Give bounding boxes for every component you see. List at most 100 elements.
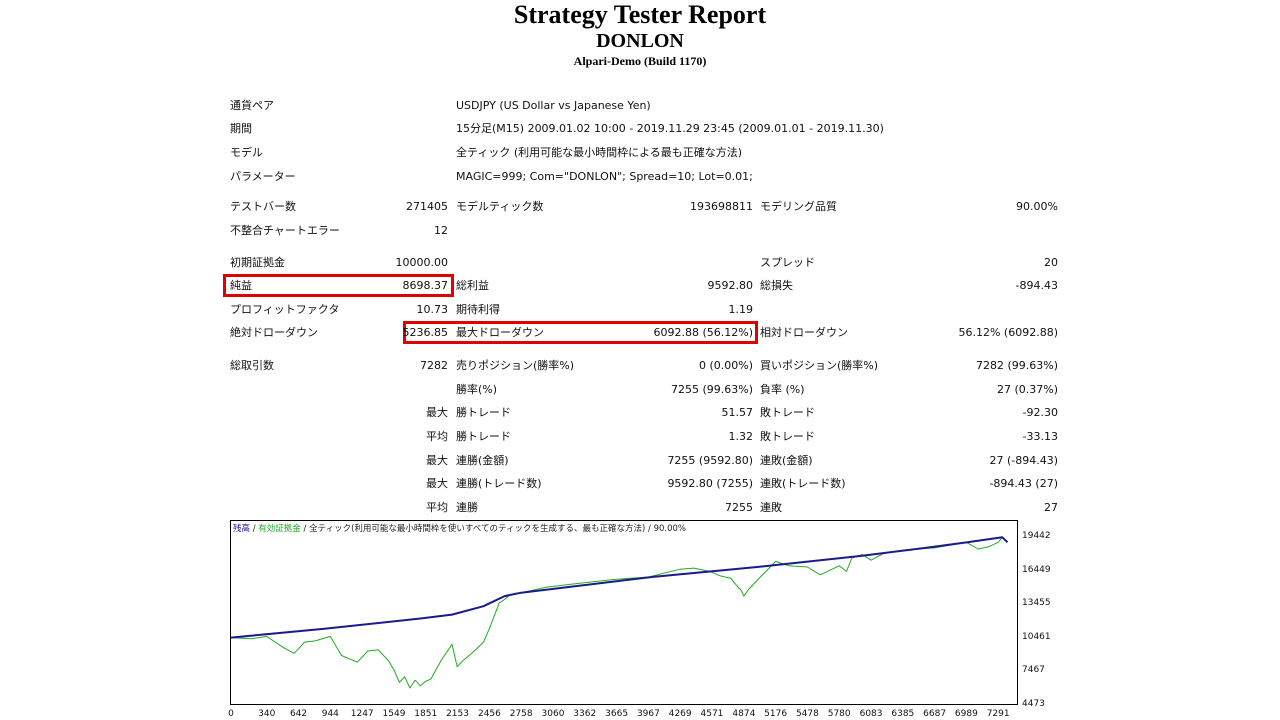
avg-consec-losses-value: 27 xyxy=(1044,501,1058,514)
avg-consec-wins-label: 連勝 xyxy=(456,501,478,514)
bars-value: 271405 xyxy=(406,200,448,213)
average-loss-label: 敗トレード xyxy=(760,430,815,443)
quality-value: 90.00% xyxy=(1016,200,1058,213)
x-tick-label: 5780 xyxy=(827,709,851,719)
legend-separator: / xyxy=(250,524,259,534)
max-drawdown-highlight xyxy=(403,321,758,344)
info-value-symbol: USDJPY (US Dollar vs Japanese Yen) xyxy=(456,99,651,112)
legend-model: 全ティック(利用可能な最小時間枠を使いすべてのティックを生成する、最も正確な方法… xyxy=(309,524,646,534)
max-consec-money-prefix: 最大 xyxy=(426,454,448,467)
average-loss-value: -33.13 xyxy=(1022,430,1058,443)
relative-drawdown-label: 相対ドローダウン xyxy=(760,326,848,339)
largest-loss-value: -92.30 xyxy=(1022,406,1058,419)
max-drawdown-label: 最大ドローダウン xyxy=(456,326,544,339)
x-tick-label: 1549 xyxy=(382,709,406,719)
deposit-label: 初期証拠金 xyxy=(230,256,285,269)
total-trades-label: 総取引数 xyxy=(230,359,274,372)
largest-loss-label: 敗トレード xyxy=(760,406,815,419)
avg-consec-wins-value: 7255 xyxy=(725,501,753,514)
x-tick-label: 1247 xyxy=(350,709,374,719)
y-tick-label: 19442 xyxy=(1022,531,1051,542)
win-rate-label: 勝率(%) xyxy=(456,383,498,396)
y-tick-label: 16449 xyxy=(1022,564,1051,575)
x-tick-label: 2153 xyxy=(446,709,469,719)
gross-loss-label: 総損失 xyxy=(760,279,793,292)
y-tick-label: 10461 xyxy=(1022,631,1051,642)
absolute-drawdown-value: 5236.85 xyxy=(402,326,449,339)
balance-chart: 残高 / 有効証拠金 / 全ティック(利用可能な最小時間枠を使いすべてのティック… xyxy=(230,520,1018,705)
x-tick-label: 642 xyxy=(289,709,308,719)
avg-consec-prefix: 平均 xyxy=(426,501,448,514)
x-tick-label: 7291 xyxy=(986,709,1010,719)
net-profit-value: 8698.37 xyxy=(402,279,449,292)
total-trades-value: 7282 xyxy=(420,359,448,372)
spread-value: 20 xyxy=(1044,256,1058,269)
info-value-model: 全ティック (利用可能な最小時間枠による最も正確な方法) xyxy=(456,146,743,159)
quality-label: モデリング品質 xyxy=(760,200,837,213)
max-consec-profit-label: 連勝(トレード数) xyxy=(456,477,542,490)
ticks-value: 193698811 xyxy=(690,200,753,213)
x-tick-label: 6687 xyxy=(923,709,947,719)
y-tick-label: 4473 xyxy=(1022,699,1045,709)
max-consec-wins-money-value: 7255 (9592.80) xyxy=(667,454,753,467)
bars-label: テストバー数 xyxy=(230,200,296,213)
x-tick-label: 4269 xyxy=(668,709,692,719)
average-win-value: 1.32 xyxy=(728,430,754,443)
errors-label: 不整合チャートエラー xyxy=(230,224,340,237)
x-tick-label: 340 xyxy=(258,709,276,719)
x-tick-label: 6083 xyxy=(859,709,883,719)
expected-payoff-label: 期待利得 xyxy=(456,303,500,316)
info-label-parameters: パラメーター xyxy=(230,170,296,183)
win-rate-value: 7255 (99.63%) xyxy=(670,383,753,396)
expected-payoff-value: 1.19 xyxy=(728,303,754,316)
x-tick-label: 2456 xyxy=(477,709,501,719)
gross-profit-value: 9592.80 xyxy=(707,279,754,292)
profit-factor-label: プロフィットファクタ xyxy=(230,303,340,316)
max-consec-profit-value: 9592.80 (7255) xyxy=(667,477,753,490)
long-positions-value: 7282 (99.63%) xyxy=(975,359,1058,372)
max-consec-loss-label: 連敗(トレード数) xyxy=(760,477,846,490)
net-profit-label: 純益 xyxy=(230,279,252,292)
short-positions-value: 0 (0.00%) xyxy=(698,359,753,372)
x-tick-label: 4571 xyxy=(700,709,724,719)
legend-equity: 有効証拠金 xyxy=(258,524,301,534)
x-tick-label: 0 xyxy=(228,709,234,719)
largest-label: 最大 xyxy=(426,406,448,419)
info-value-period: 15分足(M15) 2009.01.02 10:00 - 2019.11.29 … xyxy=(456,122,884,135)
ea-name: DONLON xyxy=(596,30,684,52)
x-tick-label: 1851 xyxy=(414,709,438,719)
info-label-symbol: 通貨ペア xyxy=(230,99,274,112)
profit-factor-value: 10.73 xyxy=(416,303,449,316)
net-profit-highlight xyxy=(223,274,454,297)
loss-rate-label: 負率 (%) xyxy=(760,383,805,396)
largest-win-label: 勝トレード xyxy=(456,406,511,419)
chart-legend: 残高 / 有効証拠金 / 全ティック(利用可能な最小時間枠を使いすべてのティック… xyxy=(233,524,686,535)
x-tick-label: 5176 xyxy=(764,709,788,719)
x-tick-label: 3967 xyxy=(636,709,660,719)
report-title: Strategy Tester Report xyxy=(513,0,767,29)
info-value-parameters: MAGIC=999; Com="DONLON"; Spread=10; Lot=… xyxy=(456,170,753,183)
x-tick-label: 944 xyxy=(321,709,339,719)
gross-loss-value: -894.43 xyxy=(1015,279,1058,292)
average-win-label: 勝トレード xyxy=(456,430,511,443)
avg-consec-losses-label: 連敗 xyxy=(760,501,782,514)
info-label-period: 期間 xyxy=(230,122,252,135)
deposit-value: 10000.00 xyxy=(395,256,449,269)
short-positions-label: 売りポジション(勝率%) xyxy=(456,359,575,372)
spread-label: スプレッド xyxy=(760,256,815,269)
absolute-drawdown-label: 絶対ドローダウン xyxy=(230,326,318,339)
legend-separator: / xyxy=(300,524,310,534)
max-consec-wins-money-label: 連勝(金額) xyxy=(456,454,509,467)
legend-quality: 90.00% xyxy=(653,524,686,534)
server-build: Alpari-Demo (Build 1170) xyxy=(573,54,707,68)
balance-line xyxy=(231,536,1009,639)
loss-rate-value: 27 (0.37%) xyxy=(996,383,1058,396)
max-drawdown-value: 6092.88 (56.12%) xyxy=(653,326,753,339)
max-consec-losses-money-label: 連敗(金額) xyxy=(760,454,813,467)
x-tick-label: 5478 xyxy=(795,709,819,719)
average-label: 平均 xyxy=(426,430,448,443)
largest-win-value: 51.57 xyxy=(721,406,754,419)
x-tick-label: 4874 xyxy=(732,709,756,719)
max-consec-losses-money-value: 27 (-894.43) xyxy=(989,454,1058,467)
x-tick-label: 6989 xyxy=(954,709,978,719)
